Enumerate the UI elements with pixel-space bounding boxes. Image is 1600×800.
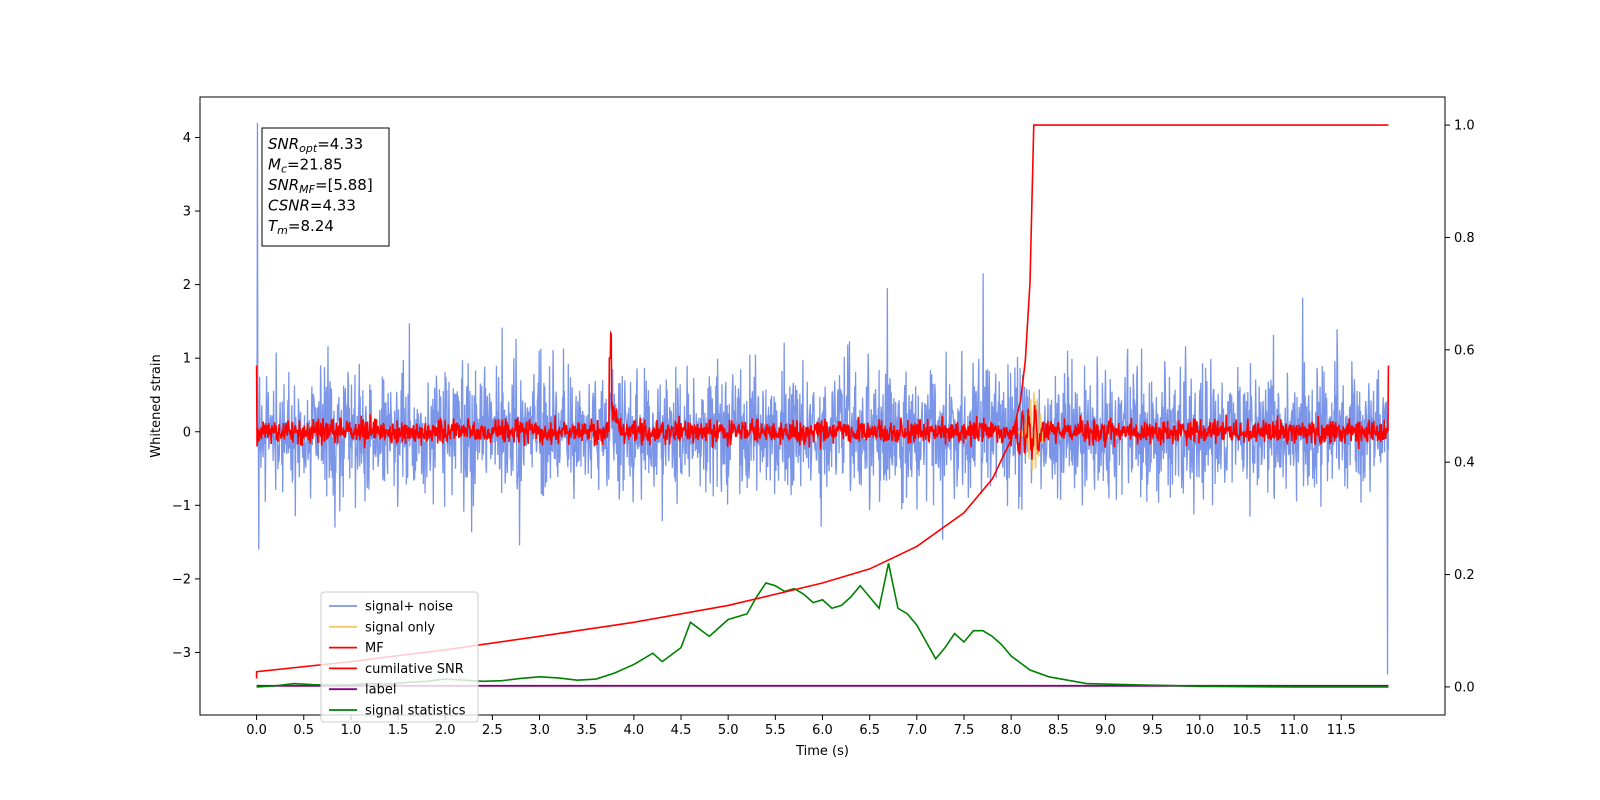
x-tick-label: 3.0 bbox=[529, 723, 550, 738]
legend-entry-statistics: signal statistics bbox=[365, 704, 466, 719]
annotation-box: SNRopt=4.33Mc=21.85SNRMF=[5.88]CSNR=4.33… bbox=[261, 127, 390, 247]
x-tick-label: 5.5 bbox=[765, 723, 786, 738]
annotation-frame bbox=[261, 127, 390, 247]
legend-entry-cumulative: cumilative SNR bbox=[365, 662, 464, 677]
axes-layer: 0.0 0.5 1.0 1.5 2.0 2.5 3.0 3.5 4.0 4.5 5.0 5.5 6.0 6… bbox=[172, 119, 1475, 738]
y2-tick-label: 0.4 bbox=[1454, 456, 1475, 471]
x-tick-label: 9.0 bbox=[1095, 723, 1116, 738]
legend-frame bbox=[320, 591, 479, 723]
x-tick-label: 7.0 bbox=[906, 723, 927, 738]
y-tick-label: −1 bbox=[172, 499, 191, 514]
annotation-line: Tm=8.24 bbox=[268, 217, 334, 237]
x-tick-label: 6.0 bbox=[812, 723, 833, 738]
y-tick-label: 0 bbox=[183, 425, 191, 440]
x-tick-label: 6.5 bbox=[859, 723, 880, 738]
legend-entry-signal_noise: signal+ noise bbox=[365, 600, 453, 615]
y-tick-label: 3 bbox=[183, 205, 191, 220]
annotation-line: SNRopt=4.33 bbox=[268, 135, 363, 155]
x-tick-label: 4.5 bbox=[671, 723, 692, 738]
series-mf-line bbox=[255, 330, 1390, 460]
x-tick-label: 0.5 bbox=[293, 723, 314, 738]
x-tick-label: 1.0 bbox=[341, 723, 362, 738]
legend: signal+ noise signal only MF cumilative SNR… bbox=[320, 591, 479, 723]
x-tick-label: 0.0 bbox=[246, 723, 267, 738]
y-tick-label: 1 bbox=[183, 352, 191, 367]
x-tick-label: 1.5 bbox=[388, 723, 409, 738]
legend-entry-label: label bbox=[365, 683, 396, 698]
y-axis-label: Whitened strain bbox=[149, 354, 164, 457]
y2-tick-label: 1.0 bbox=[1454, 119, 1475, 134]
y-tick-label: −3 bbox=[172, 646, 191, 661]
annotation-line: Mc=21.85 bbox=[268, 156, 343, 176]
x-tick-label: 11.0 bbox=[1280, 723, 1309, 738]
series-cumulative-snr-line bbox=[255, 124, 1389, 679]
x-tick-label: 2.5 bbox=[482, 723, 503, 738]
y2-tick-label: 0.8 bbox=[1454, 231, 1475, 246]
y-tick-label: −2 bbox=[172, 572, 191, 587]
legend-entry-mf: MF bbox=[365, 641, 384, 656]
x-tick-label: 11.5 bbox=[1327, 723, 1356, 738]
x-tick-label: 8.0 bbox=[1001, 723, 1022, 738]
x-tick-label: 4.0 bbox=[624, 723, 645, 738]
x-tick-label: 9.5 bbox=[1142, 723, 1163, 738]
y-tick-label: 4 bbox=[183, 131, 191, 146]
series-signal-noise-line bbox=[255, 122, 1390, 675]
y2-tick-label: 0.2 bbox=[1454, 568, 1475, 583]
x-tick-label: 10.0 bbox=[1185, 723, 1214, 738]
y2-tick-label: 0.0 bbox=[1454, 680, 1475, 695]
y2-tick-label: 0.6 bbox=[1454, 343, 1475, 358]
x-tick-label: 7.5 bbox=[954, 723, 975, 738]
x-tick-label: 8.5 bbox=[1048, 723, 1069, 738]
x-tick-label: 10.5 bbox=[1232, 723, 1261, 738]
annotation-line: CSNR=4.33 bbox=[268, 197, 356, 215]
legend-entry-signal_only: signal only bbox=[365, 620, 435, 635]
y-tick-label: 2 bbox=[183, 278, 191, 293]
x-tick-label: 5.0 bbox=[718, 723, 739, 738]
x-tick-label: 3.5 bbox=[576, 723, 597, 738]
x-tick-label: 2.0 bbox=[435, 723, 456, 738]
annotation-line: SNRMF=[5.88] bbox=[268, 176, 373, 196]
x-axis-label: Time (s) bbox=[795, 744, 849, 759]
